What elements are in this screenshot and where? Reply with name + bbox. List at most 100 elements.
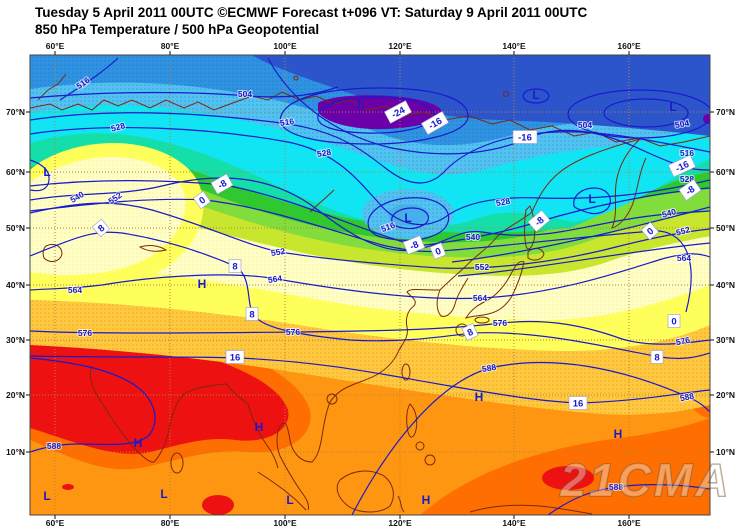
isotherm-label-group: -16	[512, 130, 538, 144]
contour-588-se	[351, 361, 710, 515]
isotherm-label-value: 16	[230, 353, 241, 364]
geopotential-contour-label: 516	[279, 116, 295, 128]
contour-552	[30, 202, 710, 269]
axis-label-right: 40°N	[716, 280, 735, 290]
geopotential-contour-label: 576	[286, 327, 300, 337]
isotherm-label-group: -16	[420, 110, 450, 136]
low-center-marker: L	[43, 165, 50, 179]
graticule-layer	[30, 55, 710, 515]
contour-cutoff-low-inner	[391, 207, 429, 230]
isotherm-label-group: 0	[667, 314, 681, 328]
contour-ne-low-outer	[567, 89, 710, 139]
high-center-marker: H	[198, 277, 207, 291]
geopotential-contour-label: 552	[270, 246, 286, 258]
chart-title-line2: 850 hPa Temperature / 500 hPa Geopotenti…	[35, 22, 319, 37]
coast-myanmar	[226, 383, 279, 469]
chart-title-line1: Tuesday 5 April 2011 00UTC ©ECMWF Foreca…	[35, 5, 588, 20]
coast-china-indochina	[276, 289, 441, 511]
coast-island	[503, 91, 509, 97]
isotherm-8	[30, 231, 710, 360]
low-center-marker: L	[43, 489, 50, 503]
low-center-marker: L	[669, 100, 676, 114]
isotherm-label-group: 16	[568, 396, 588, 410]
coast-sulawesi	[397, 495, 405, 513]
coast-taiwan	[401, 363, 411, 381]
coast-novaya-zemlya	[37, 73, 67, 101]
geopotential-contour-label: 588	[679, 391, 695, 404]
contour-528	[30, 126, 710, 226]
isotherm-label-value: 8	[249, 310, 254, 321]
axis-label-bottom: 60°E	[46, 518, 65, 528]
axis-label-right: 60°N	[716, 167, 735, 177]
isotherm-label-box	[91, 218, 111, 238]
isotherm-label-box	[678, 179, 702, 201]
isotherm-label-box	[383, 100, 413, 124]
isotherm-label-value: -8	[408, 239, 420, 252]
isotherm-label-box	[461, 323, 479, 341]
contour-polar-low-outer	[279, 87, 469, 145]
isotherm-label-group: 8	[228, 259, 242, 273]
axis-label-right: 70°N	[716, 107, 735, 117]
isotherm-label-box	[640, 221, 660, 241]
coast-okhotsk	[439, 138, 641, 291]
coast-island	[293, 75, 299, 81]
isotherm-label-group: -8	[210, 173, 234, 195]
isotherm-label-group: -8	[527, 209, 551, 233]
isotherm-label-group: 16	[225, 350, 245, 364]
axis-label-bottom: 120°E	[388, 518, 412, 528]
geopotential-contour-label: 528	[495, 196, 511, 208]
isotherm-label-value: 8	[96, 223, 107, 235]
isotherm-label-box	[667, 314, 681, 328]
coast-kamchatka	[611, 138, 647, 229]
geopotential-contour-label: 516	[680, 148, 694, 158]
geopotential-contour-label: 564	[677, 253, 691, 263]
isotherm-label-value: -16	[674, 159, 691, 175]
coast-sumatra	[257, 471, 307, 511]
axis-label-right: 10°N	[716, 447, 735, 457]
temp-pocket-purple	[318, 95, 442, 130]
coast-borneo	[336, 470, 394, 513]
contour-588-west	[30, 357, 156, 453]
isotherm-label-box	[527, 209, 551, 233]
low-center-marker: L	[588, 192, 595, 206]
contour-unlabeled-fan1	[451, 206, 710, 263]
isotherm-label-group: 0	[192, 190, 212, 210]
high-center-marker: H	[134, 436, 143, 450]
axis-label-left: 20°N	[6, 390, 25, 400]
isotherm-label-group: -16	[667, 154, 697, 178]
isotherm-label-value: 8	[654, 353, 659, 364]
contour-540	[30, 177, 710, 252]
high-center-marker: H	[255, 420, 264, 434]
coast-philippines	[415, 441, 425, 451]
contour-588-south	[547, 484, 710, 515]
isotherm-label-box	[429, 242, 447, 260]
axis-label-left: 40°N	[6, 280, 25, 290]
axis-label-left: 60°N	[6, 167, 25, 177]
isotherm-label-box	[225, 350, 245, 364]
isotherm-label-box	[667, 154, 697, 178]
axis-label-left: 10°N	[6, 447, 25, 457]
isotherm-label-value: -16	[518, 133, 532, 144]
axis-label-left: 70°N	[6, 107, 25, 117]
isotherm-label-value: 16	[573, 399, 584, 410]
isotherm-label-box	[512, 130, 538, 144]
temp-spot-red	[62, 484, 74, 490]
isotherm-label-group: -24	[383, 100, 413, 124]
axis-label-right: 50°N	[716, 223, 735, 233]
isotherm-label-group: 8	[650, 350, 664, 364]
axis-label-bottom: 160°E	[617, 518, 641, 528]
isotherm-label-box	[228, 259, 242, 273]
isotherm-label-box	[568, 396, 588, 410]
coast-india	[89, 365, 228, 463]
axis-label-top: 160°E	[617, 41, 641, 51]
contour-516-nw	[59, 57, 119, 101]
axis-label-left: 30°N	[6, 335, 25, 345]
geopotential-contour-label: 588	[609, 482, 623, 492]
low-center-marker: L	[404, 211, 411, 225]
high-center-marker: H	[475, 390, 484, 404]
coast-new-guinea	[469, 504, 593, 515]
geopotential-contour-label: 540	[661, 206, 678, 219]
geopotential-contour-label: 504	[578, 120, 592, 130]
